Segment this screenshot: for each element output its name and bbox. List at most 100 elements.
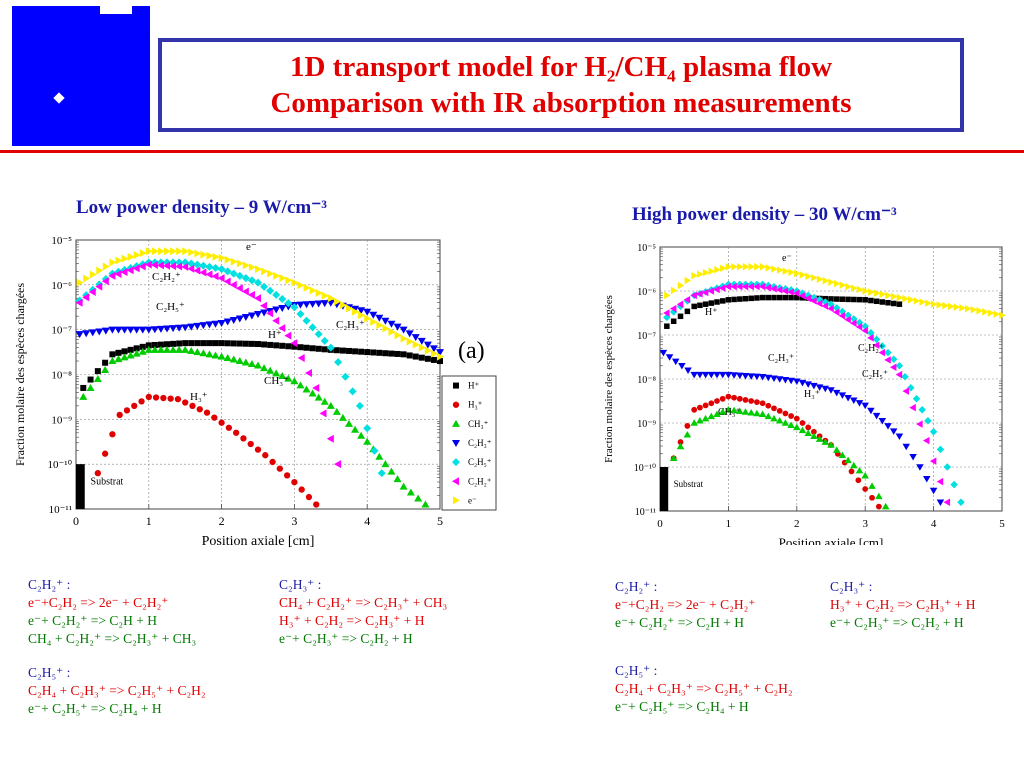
data-point [936,301,944,309]
data-point [132,326,141,334]
data-point [114,355,123,363]
data-point [765,294,772,301]
data-point [793,415,800,422]
data-point [828,278,835,286]
reaction-head: C₂H₅⁺ : [28,665,71,680]
data-point [943,498,951,506]
data-point [358,311,366,320]
data-point [787,421,795,428]
data-point [120,268,128,277]
data-point [272,290,281,299]
data-point [730,282,737,291]
series-3 [659,349,945,506]
data-point [334,460,342,469]
data-point [879,299,886,305]
reactions-right-c2h5: C₂H₅⁺ : C₂H₄ + C₂H₃⁺ => C₂H₅⁺ + C₂H₂ e⁻+… [615,662,793,716]
data-point [297,281,305,290]
data-point [217,265,226,274]
data-point [925,299,932,307]
data-point [669,304,677,313]
data-point [429,345,438,353]
data-point [169,345,178,353]
data-point [230,257,238,266]
data-point [76,278,84,287]
x-tick-label: 4 [931,518,937,530]
data-point [120,326,129,334]
data-point [776,408,783,414]
data-point [176,247,184,256]
data-point [707,412,716,420]
reaction-head: C₂H₂⁺ : [28,577,71,592]
data-point [261,341,268,348]
data-point [273,342,280,349]
data-point [810,432,818,439]
data-point [677,439,684,445]
data-point [923,436,930,445]
reaction-line: H₃⁺ + C₂H₂ => C₂H₃⁺ + H [830,597,976,612]
data-point [175,345,184,353]
legend-entry: C₂H₂⁺ [468,476,492,486]
data-point [291,478,298,486]
data-point [170,340,177,347]
data-point [326,343,335,352]
data-point [839,296,846,302]
reaction-head: C₂H₅⁺ : [615,663,658,678]
data-point [701,371,710,379]
data-point [375,452,384,460]
x-tick-label: 3 [291,514,297,528]
reaction-line: e⁻+C₂H₂ => 2e⁻ + C₂H₂⁺ [615,597,756,612]
series-annotation: CH₃⁺ [718,407,741,418]
data-point [684,308,691,315]
data-point [327,294,335,303]
data-point [827,304,834,313]
data-point [736,282,743,291]
data-point [109,431,116,438]
data-point [126,351,135,359]
data-point [363,424,372,433]
data-point [278,371,287,379]
data-point [235,271,244,280]
data-point [827,441,835,448]
data-point [200,340,207,347]
data-point [284,331,292,340]
data-point [357,307,366,315]
data-point [320,397,329,405]
data-point [696,371,704,379]
reactions-right-c2h3: C₂H₃⁺ : H₃⁺ + C₂H₂ => C₂H₃⁺ + H e⁻+ C₂H₃… [830,578,976,632]
data-point [163,345,171,353]
data-point [736,407,744,415]
data-point [96,266,104,275]
data-point [120,353,129,361]
data-point [838,392,847,399]
data-point [206,251,214,260]
data-point [121,254,129,263]
data-point [678,363,686,370]
x-tick-label: 2 [219,514,225,528]
data-point [737,296,743,302]
data-point [229,269,238,278]
data-point [851,284,858,292]
series-2 [79,345,430,508]
data-point [333,297,341,306]
data-point [138,262,146,271]
data-point [725,297,732,303]
data-point [363,308,372,316]
data-point [844,456,852,464]
reaction-line: H₃⁺ + C₂H₂ => C₂H₃⁺ + H [279,613,425,628]
legend-marker [452,401,460,408]
data-point [412,340,420,349]
x-axis-label: Position axiale [cm] [779,535,884,545]
data-point [697,270,704,278]
data-point [212,340,219,347]
data-point [131,402,138,410]
data-point [683,296,691,304]
data-point [233,429,240,436]
data-point [713,285,720,294]
data-point [217,319,226,327]
legend-marker [452,419,460,427]
data-point [832,446,841,453]
data-point [771,265,778,273]
data-point [290,339,298,348]
data-point [218,340,225,347]
data-point [267,269,275,278]
